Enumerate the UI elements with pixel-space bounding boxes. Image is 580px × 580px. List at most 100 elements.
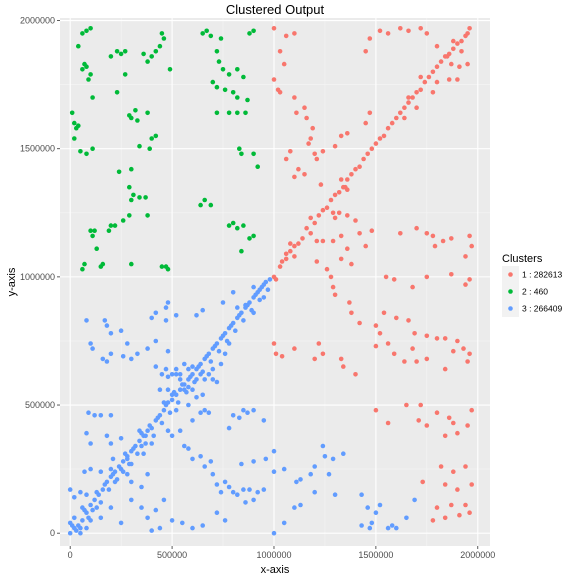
data-point bbox=[98, 500, 104, 505]
data-point bbox=[367, 525, 373, 531]
data-point bbox=[112, 223, 118, 228]
data-point bbox=[406, 318, 411, 323]
data-point bbox=[114, 90, 120, 95]
data-point bbox=[129, 497, 134, 503]
data-point bbox=[165, 266, 171, 272]
data-point bbox=[440, 238, 446, 244]
data-point bbox=[261, 418, 267, 423]
data-point bbox=[365, 505, 371, 510]
data-point bbox=[294, 110, 299, 116]
data-point bbox=[349, 310, 354, 316]
data-point bbox=[281, 520, 287, 526]
data-point bbox=[338, 177, 344, 182]
data-point bbox=[149, 528, 154, 533]
data-point bbox=[241, 487, 246, 492]
data-point bbox=[449, 61, 454, 67]
data-point bbox=[163, 366, 169, 372]
data-point bbox=[451, 38, 456, 44]
data-point bbox=[281, 466, 287, 472]
data-point bbox=[153, 507, 159, 513]
data-point bbox=[406, 28, 411, 34]
data-point bbox=[235, 305, 240, 310]
data-point bbox=[135, 118, 140, 123]
series-1-points bbox=[271, 26, 475, 523]
data-point bbox=[135, 351, 140, 357]
data-point bbox=[102, 482, 108, 487]
data-point bbox=[157, 387, 163, 393]
data-point bbox=[241, 407, 246, 413]
data-point bbox=[129, 461, 134, 467]
data-point bbox=[467, 26, 472, 31]
data-point bbox=[139, 443, 144, 449]
data-point bbox=[418, 87, 424, 93]
data-point bbox=[155, 415, 161, 421]
data-point bbox=[463, 282, 468, 287]
data-point bbox=[391, 351, 397, 357]
data-point bbox=[159, 420, 165, 426]
data-point bbox=[67, 520, 73, 526]
data-point bbox=[283, 156, 289, 162]
data-point bbox=[245, 97, 250, 103]
data-point bbox=[394, 115, 399, 121]
data-point bbox=[338, 233, 344, 239]
data-point bbox=[369, 228, 375, 233]
data-point bbox=[200, 523, 205, 528]
data-point bbox=[308, 136, 314, 141]
data-point bbox=[88, 441, 93, 446]
data-point bbox=[430, 69, 436, 75]
data-point bbox=[253, 292, 258, 298]
data-point bbox=[220, 333, 226, 339]
data-point bbox=[430, 90, 436, 95]
data-point bbox=[251, 407, 256, 413]
data-point bbox=[465, 359, 470, 364]
data-point bbox=[467, 277, 472, 282]
data-point bbox=[469, 243, 475, 249]
data-point bbox=[235, 67, 240, 72]
legend: Clusters 1 : 282613 2 : 460 3 : 266409 bbox=[502, 253, 562, 317]
data-point bbox=[318, 182, 324, 187]
data-point bbox=[90, 95, 95, 100]
data-point bbox=[190, 525, 195, 531]
data-point bbox=[467, 233, 472, 239]
data-point bbox=[467, 510, 472, 515]
data-point bbox=[226, 341, 232, 346]
data-point bbox=[220, 67, 226, 72]
data-point bbox=[104, 433, 110, 439]
data-point bbox=[129, 197, 134, 203]
data-point bbox=[114, 49, 120, 54]
data-point bbox=[127, 184, 132, 190]
data-point bbox=[108, 351, 114, 357]
data-point bbox=[302, 105, 307, 110]
data-point bbox=[208, 359, 214, 364]
data-point bbox=[357, 320, 362, 326]
data-point bbox=[84, 28, 89, 34]
x-axis-ticks: 0 500000 1000000 1500000 2000000 bbox=[68, 546, 495, 560]
data-point bbox=[377, 28, 383, 34]
data-point bbox=[247, 487, 252, 492]
data-point bbox=[72, 136, 77, 141]
data-point bbox=[243, 302, 248, 308]
data-point bbox=[88, 466, 93, 472]
data-point bbox=[153, 49, 159, 54]
data-point bbox=[139, 484, 144, 490]
data-point bbox=[78, 530, 83, 536]
data-point bbox=[338, 356, 344, 362]
data-point bbox=[389, 523, 395, 528]
data-point bbox=[412, 331, 417, 336]
data-point bbox=[230, 220, 236, 226]
data-point bbox=[137, 195, 142, 200]
data-point bbox=[122, 49, 128, 54]
data-point bbox=[100, 261, 106, 267]
data-point bbox=[108, 505, 114, 510]
data-point bbox=[202, 377, 207, 382]
data-point bbox=[145, 110, 150, 116]
data-point bbox=[202, 407, 207, 413]
data-point bbox=[108, 223, 114, 228]
data-point bbox=[120, 218, 126, 223]
data-point bbox=[169, 433, 175, 439]
data-point bbox=[167, 67, 173, 72]
data-point bbox=[125, 341, 130, 346]
data-point bbox=[180, 520, 185, 526]
data-point bbox=[100, 487, 106, 492]
data-point bbox=[449, 236, 454, 241]
